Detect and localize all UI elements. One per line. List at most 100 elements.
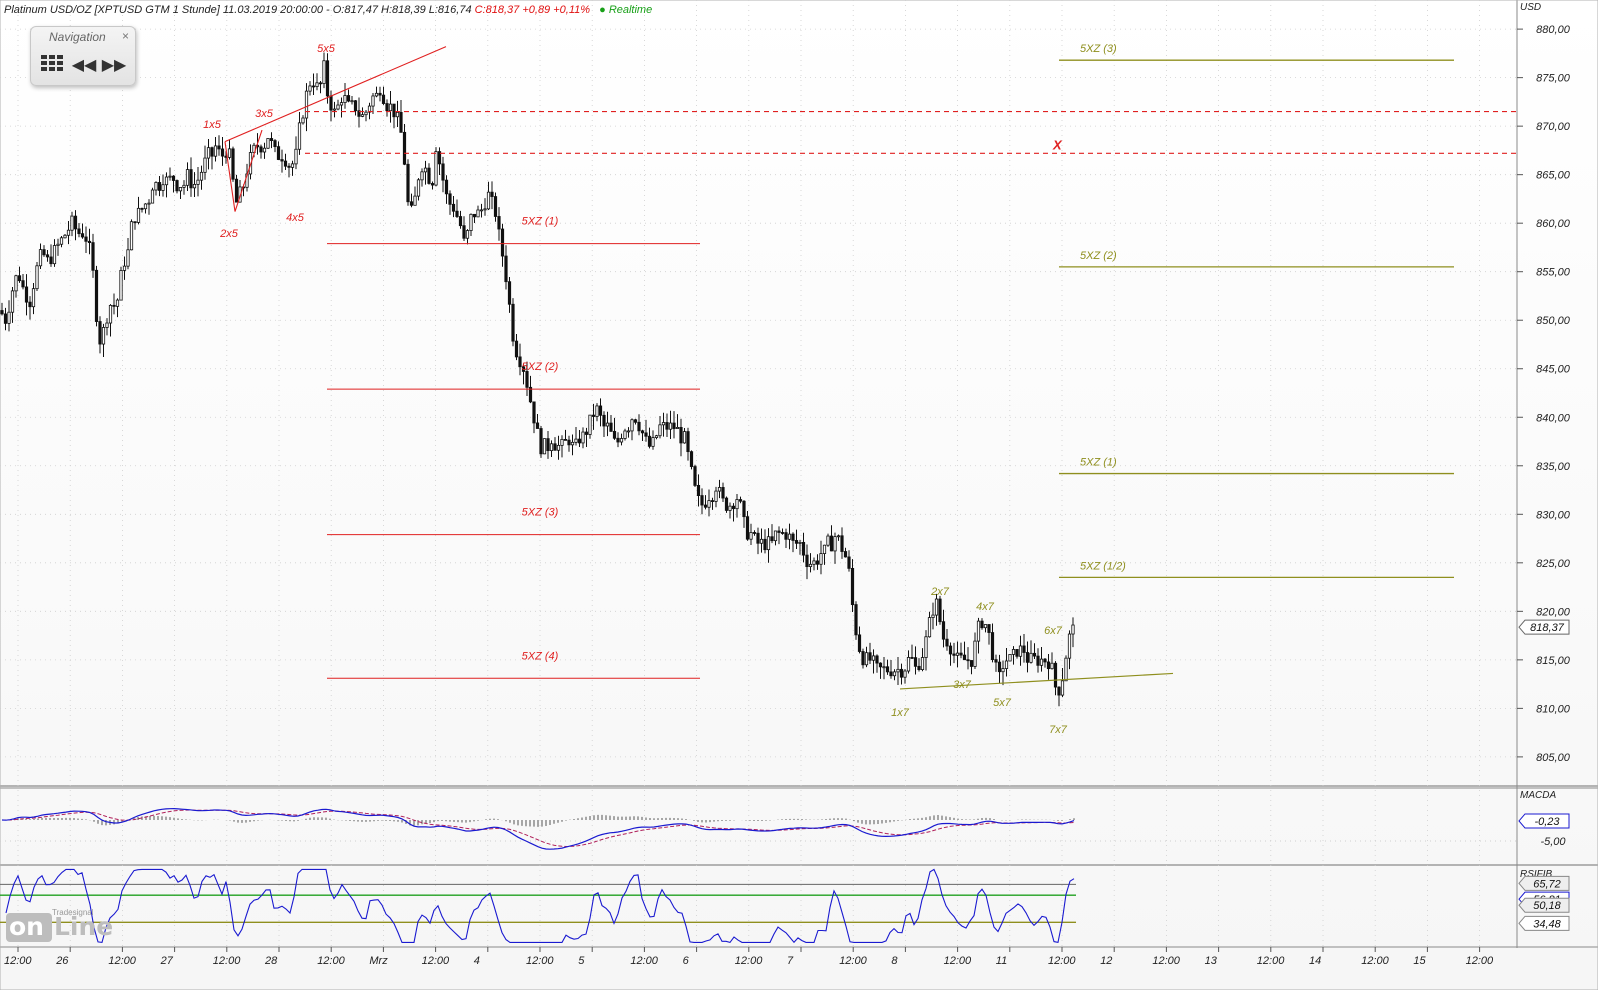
candle-body xyxy=(385,103,389,112)
wave-label-olive: 5x7 xyxy=(993,697,1012,709)
candle-body xyxy=(661,422,666,426)
candle-body xyxy=(514,340,519,358)
candle-body xyxy=(847,556,851,569)
candle-body xyxy=(140,207,144,210)
candle-body xyxy=(1029,652,1033,663)
candle-body xyxy=(392,103,396,118)
logo-small-text: Tradesignal xyxy=(52,908,94,917)
x-tick-label: 6 xyxy=(683,955,690,967)
rewind-icon[interactable]: ◀◀ xyxy=(71,57,97,74)
candle-body xyxy=(633,419,638,423)
candle-body xyxy=(332,108,337,111)
candle-body xyxy=(325,60,330,97)
candle-body xyxy=(304,90,309,119)
candle-body xyxy=(756,532,760,544)
candle-body xyxy=(654,435,659,438)
fast-forward-icon[interactable]: ▶▶ xyxy=(101,57,127,74)
candle-body xyxy=(581,431,585,444)
candle-body xyxy=(836,535,841,538)
y-tick-label: 850,00 xyxy=(1536,315,1571,327)
candle-body xyxy=(294,148,298,165)
candle-body xyxy=(612,430,617,439)
y-tick-label: 835,00 xyxy=(1536,461,1571,473)
candle-body xyxy=(780,532,785,534)
grid-menu-icon[interactable] xyxy=(39,55,65,77)
x-tick-label: 12:00 xyxy=(526,955,554,967)
y-tick-label: 855,00 xyxy=(1536,267,1571,279)
candle-body xyxy=(644,432,648,437)
y-tick-label: 875,00 xyxy=(1536,73,1571,85)
candle-body xyxy=(623,430,627,439)
candle-body xyxy=(493,196,498,217)
candle-body xyxy=(850,567,855,605)
candle-body xyxy=(164,176,169,186)
candle-body xyxy=(507,281,512,305)
candle-body xyxy=(388,103,393,112)
candle-body xyxy=(962,654,967,661)
candle-body xyxy=(112,304,116,307)
navigation-panel[interactable]: Navigation × ◀◀ ▶▶ xyxy=(30,26,136,86)
candle-body xyxy=(409,201,414,206)
y-tick-label: 865,00 xyxy=(1536,170,1571,182)
candle-body xyxy=(262,147,267,153)
candle-body xyxy=(822,544,827,554)
candle-body xyxy=(927,617,932,638)
candle-body xyxy=(168,175,172,178)
candle-body xyxy=(577,438,582,444)
macd-value-tag xyxy=(1518,813,1570,829)
candles-group xyxy=(0,52,1075,707)
candle-body xyxy=(882,666,886,669)
candle-body xyxy=(693,466,697,486)
candle-body xyxy=(1032,652,1037,657)
candle-body xyxy=(269,138,274,141)
candle-body xyxy=(892,671,897,677)
candle-body xyxy=(773,530,778,542)
candle-body xyxy=(535,422,540,429)
rsi-value-tag xyxy=(1518,897,1570,913)
candle-body xyxy=(52,245,57,265)
x-marker: X xyxy=(1052,137,1063,152)
candle-body xyxy=(504,255,508,283)
candle-body xyxy=(378,92,382,96)
candle-body xyxy=(952,653,956,656)
candle-body xyxy=(38,249,43,267)
candle-body xyxy=(171,175,176,181)
y-tick-label: 830,00 xyxy=(1536,509,1571,521)
candle-body xyxy=(938,598,942,623)
x-tick-label: 12:00 xyxy=(1361,955,1389,967)
wave-label-olive: 2x7 xyxy=(930,586,950,598)
candle-body xyxy=(630,419,634,432)
candle-body xyxy=(441,163,445,181)
candle-body xyxy=(969,660,974,667)
y-tick-label: 840,00 xyxy=(1536,412,1571,424)
candle-body xyxy=(266,138,270,149)
candle-body xyxy=(801,541,806,556)
candle-body xyxy=(437,151,442,165)
candle-body xyxy=(1050,662,1054,670)
candle-body xyxy=(878,662,883,668)
candle-body xyxy=(206,147,211,159)
x-tick-label: 12:00 xyxy=(108,955,136,967)
x-tick-label: 12:00 xyxy=(1466,955,1494,967)
candle-body xyxy=(273,140,277,148)
candle-body xyxy=(714,490,718,502)
candle-body xyxy=(591,414,596,417)
candle-body xyxy=(934,598,939,616)
candle-body xyxy=(28,301,32,308)
candle-body xyxy=(738,499,743,502)
rsi-line xyxy=(5,868,1075,944)
candle-body xyxy=(1067,633,1072,659)
candle-body xyxy=(483,208,487,211)
candle-body xyxy=(339,102,344,106)
x-tick-label: Mrz xyxy=(369,955,388,967)
red-target-label: 5XZ (2) xyxy=(522,361,559,373)
candle-body xyxy=(710,500,715,502)
macd-line xyxy=(1,807,1075,850)
wave-label-red: 3x5 xyxy=(255,108,274,120)
x-tick-label: 12:00 xyxy=(4,955,32,967)
close-icon[interactable]: × xyxy=(121,29,129,43)
candle-body xyxy=(1008,654,1012,662)
candle-body xyxy=(794,540,799,544)
